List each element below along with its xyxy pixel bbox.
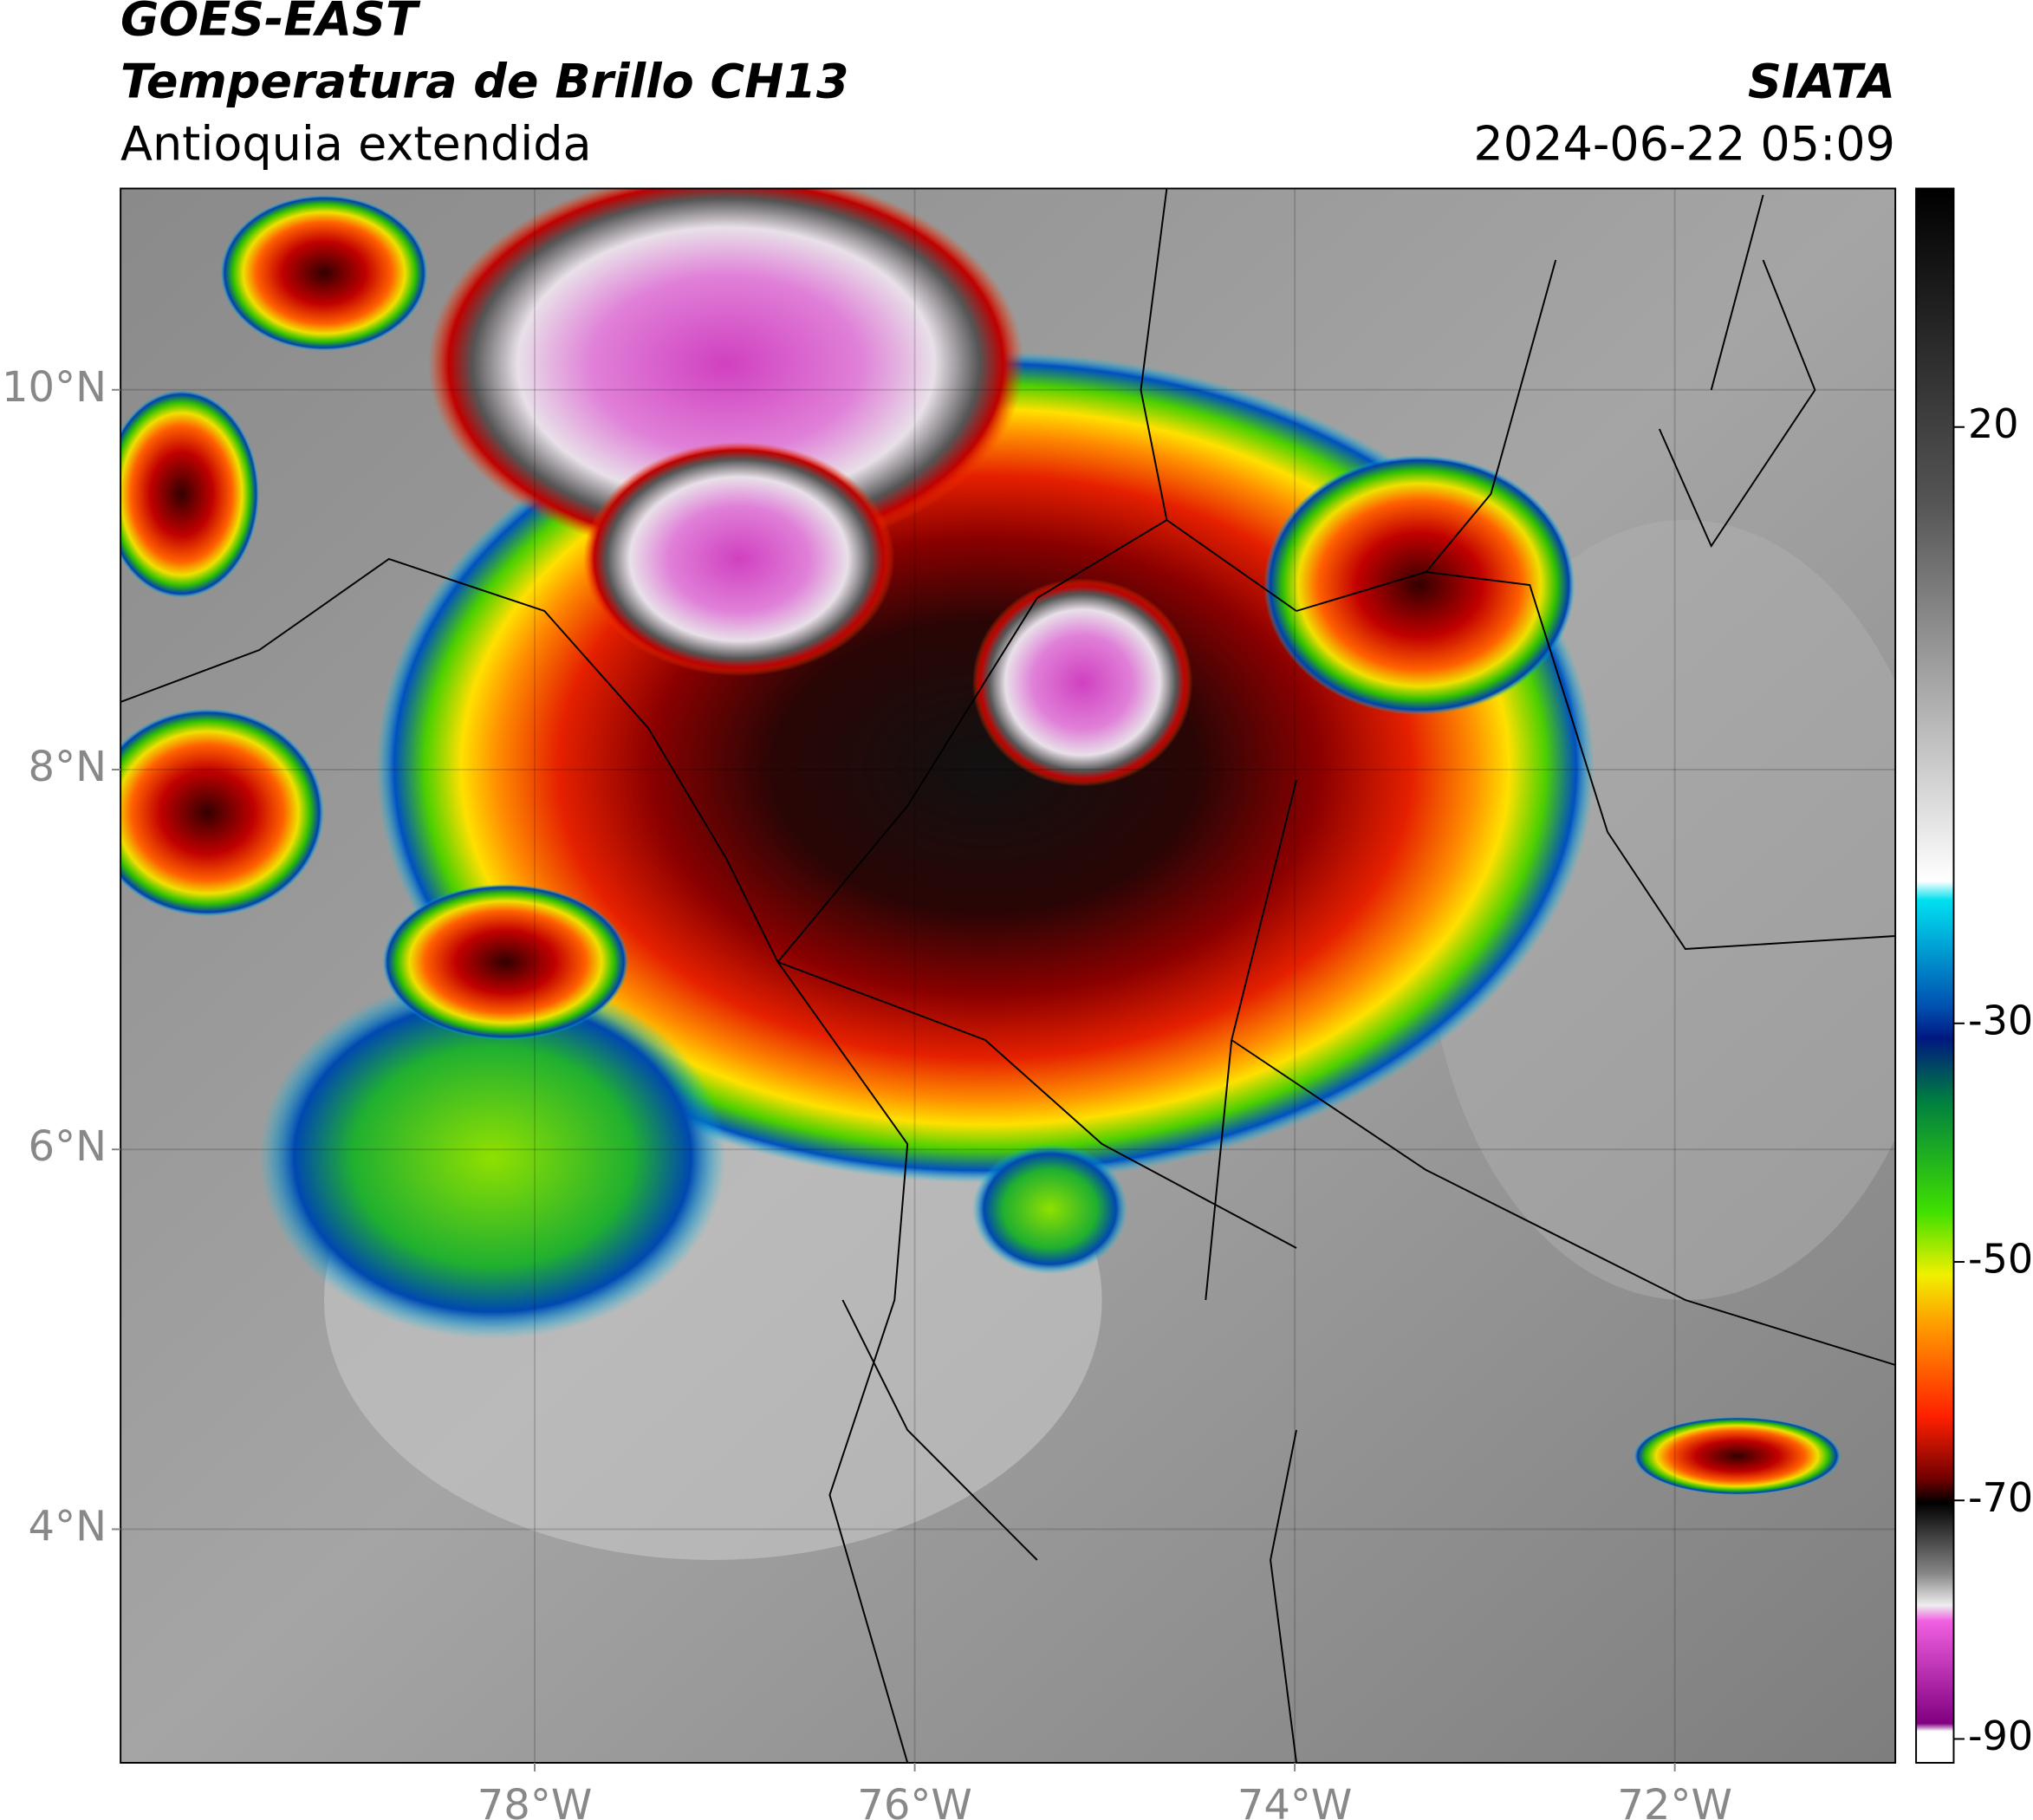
colorbar-tick-label: -70 — [1968, 1474, 2033, 1521]
x-tick-label: 72°W — [1617, 1781, 1732, 1820]
title: GOES-EAST — [120, 0, 421, 47]
colorbar-tick-label: -50 — [1968, 1236, 2033, 1283]
region: Antioquia extendida — [120, 117, 592, 172]
satellite-image — [120, 187, 1955, 1764]
datetime: 2024-06-22 05:09 — [1473, 117, 1895, 172]
x-tick-label: 76°W — [857, 1781, 972, 1820]
x-tick-label: 78°W — [477, 1781, 593, 1820]
x-tick-label: 74°W — [1237, 1781, 1353, 1820]
y-tick-label: 8°N — [29, 743, 107, 791]
colorbar-tick-label: 20 — [1968, 400, 2019, 447]
subtitle: Temperatura de Brillo CH13 — [120, 55, 849, 109]
colorbar-tick-label: -30 — [1968, 997, 2033, 1043]
agency: SIATA — [1748, 55, 1895, 109]
y-tick-label: 4°N — [29, 1502, 107, 1550]
colorbar-tick-label: -90 — [1968, 1713, 2033, 1759]
y-tick-label: 6°N — [29, 1122, 107, 1171]
map-overlay: 78°W 76°W 74°W 72°W 10°N 8°N 6°N 4°N 20 -30 -50 -70… — [2, 188, 2033, 1820]
y-tick-label: 10°N — [2, 363, 107, 412]
